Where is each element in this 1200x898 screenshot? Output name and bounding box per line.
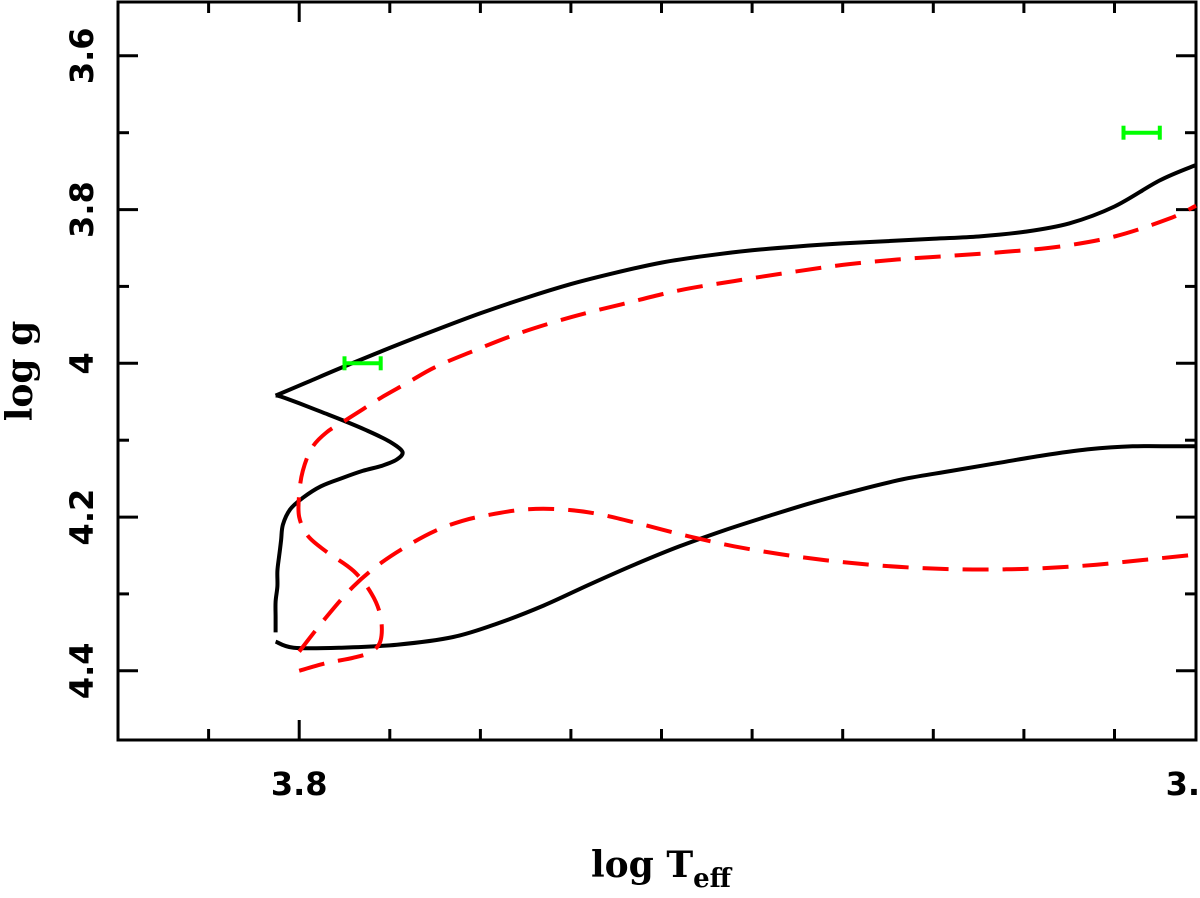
x-tick-label: 3.75 [1166, 765, 1200, 803]
tick-labels: 3.8 3.75 3.6 3.8 4 4.2 4.4 [63, 27, 1200, 803]
plot-frame [116, 0, 1198, 742]
solid-track-1 [274, 444, 1196, 651]
solid-track-3 [274, 163, 1197, 398]
x-axis-label-main: log T [591, 844, 693, 886]
errorbar-layer [342, 125, 1162, 371]
x-axis-label-subscript: eff [693, 864, 733, 894]
y-tick-label: 3.6 [63, 27, 101, 84]
error-bar [342, 356, 383, 371]
dashed-track-4 [296, 203, 1197, 673]
x-axis-label: log Teff [591, 844, 733, 894]
solid-track-2 [273, 393, 405, 633]
y-tick-label: 3.8 [63, 181, 101, 238]
y-axis-label: log g [0, 321, 41, 422]
error-bar [1121, 125, 1162, 140]
y-tick-label: 4.2 [63, 489, 101, 546]
dashed-track-5 [297, 506, 1197, 653]
series-layer [273, 163, 1197, 673]
y-tick-label: 4 [63, 352, 101, 374]
x-tick-label: 3.8 [271, 765, 328, 803]
ticks [116, 2, 1196, 740]
y-tick-label: 4.4 [63, 642, 101, 699]
